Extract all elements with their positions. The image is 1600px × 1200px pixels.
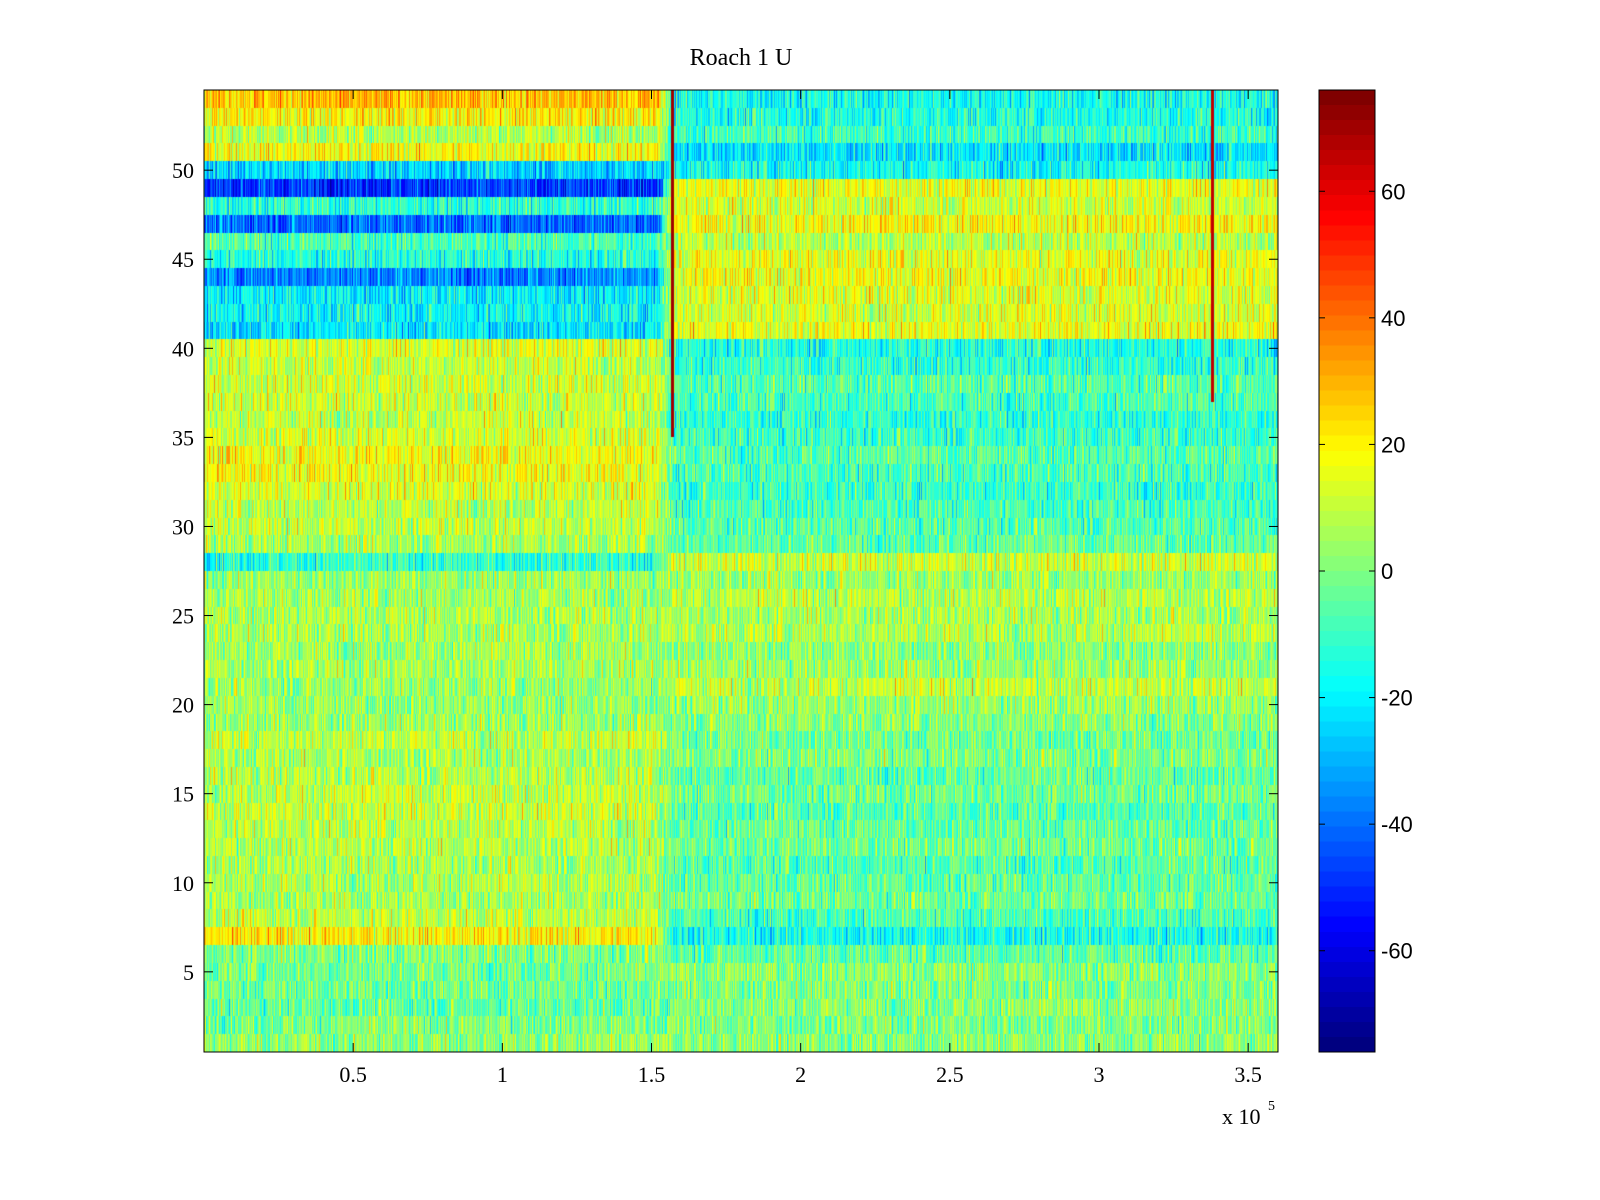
colorbar-tick-label: 40 (1381, 306, 1405, 331)
y-tick-label: 35 (172, 425, 194, 450)
colorbar-tick-label: 60 (1381, 179, 1405, 204)
colorbar-gradient (1319, 90, 1375, 1052)
y-tick-label: 20 (172, 693, 194, 718)
x-tick-label: 2 (795, 1062, 806, 1087)
x-axis-ticks: 0.5 1 1.5 2 2.5 3 3.5 (339, 90, 1262, 1087)
y-tick-label: 50 (172, 158, 194, 183)
colorbar-tick-label: 0 (1381, 559, 1393, 584)
y-tick-label: 5 (183, 960, 194, 985)
y-axis-ticks: 5 10 15 20 25 30 35 40 45 50 (172, 158, 1278, 985)
x-tick-label: 3 (1094, 1062, 1105, 1087)
x-axis-exponent: 5 (1268, 1099, 1275, 1114)
y-tick-label: 10 (172, 871, 194, 896)
x-tick-label: 3.5 (1234, 1062, 1262, 1087)
chart-title: Roach 1 U (690, 45, 793, 71)
colorbar-tick-label: -40 (1381, 812, 1413, 837)
y-tick-label: 40 (172, 336, 194, 361)
colorbar-tick-label: -20 (1381, 686, 1413, 711)
x-tick-label: 1 (497, 1062, 508, 1087)
colorbar-tick-label: 20 (1381, 432, 1405, 457)
x-tick-label: 1.5 (638, 1062, 666, 1087)
y-tick-label: 30 (172, 514, 194, 539)
x-tick-label: 0.5 (339, 1062, 367, 1087)
x-tick-label: 2.5 (936, 1062, 964, 1087)
y-tick-label: 45 (172, 247, 194, 272)
y-tick-label: 15 (172, 782, 194, 807)
plot-frame (203, 89, 1279, 1053)
colorbar-ticks: -60 -40 -20 0 20 40 60 (1319, 179, 1413, 964)
heatmap-image (204, 90, 1278, 1052)
colorbar-tick-label: -60 (1381, 939, 1413, 964)
x-axis-multiplier: x 10 (1222, 1104, 1261, 1129)
y-tick-label: 25 (172, 604, 194, 629)
